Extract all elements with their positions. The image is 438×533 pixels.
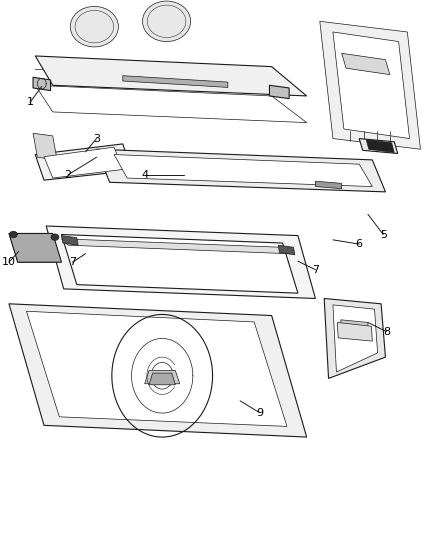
Polygon shape: [333, 305, 378, 372]
Ellipse shape: [70, 6, 118, 47]
Text: 10: 10: [2, 257, 16, 267]
Polygon shape: [269, 85, 289, 99]
Polygon shape: [324, 298, 385, 378]
Ellipse shape: [142, 1, 191, 42]
Polygon shape: [33, 133, 57, 160]
Text: 7: 7: [69, 257, 76, 267]
Polygon shape: [9, 233, 61, 262]
Polygon shape: [9, 304, 307, 437]
Polygon shape: [26, 311, 287, 426]
Polygon shape: [278, 245, 295, 255]
Polygon shape: [44, 147, 123, 178]
Polygon shape: [333, 32, 410, 139]
Polygon shape: [145, 370, 180, 384]
Polygon shape: [149, 373, 175, 385]
Polygon shape: [315, 181, 342, 189]
Text: 1: 1: [26, 98, 33, 107]
Polygon shape: [359, 139, 398, 154]
Polygon shape: [35, 85, 307, 123]
Text: 8: 8: [383, 327, 390, 336]
Polygon shape: [341, 320, 368, 333]
Polygon shape: [33, 77, 50, 91]
Text: 4: 4: [141, 170, 148, 180]
Text: 5: 5: [380, 230, 387, 239]
Text: 6: 6: [356, 239, 363, 249]
Polygon shape: [96, 149, 385, 192]
Polygon shape: [342, 53, 390, 75]
Polygon shape: [35, 144, 131, 180]
Polygon shape: [114, 155, 372, 187]
Polygon shape: [46, 226, 315, 298]
Text: 9: 9: [256, 408, 263, 417]
Polygon shape: [123, 76, 228, 87]
Text: 3: 3: [93, 134, 100, 143]
Text: 7: 7: [312, 265, 319, 274]
Polygon shape: [61, 235, 298, 293]
Polygon shape: [320, 21, 420, 149]
Polygon shape: [61, 236, 78, 245]
Polygon shape: [337, 322, 372, 341]
Polygon shape: [366, 140, 394, 152]
Ellipse shape: [51, 234, 59, 240]
Ellipse shape: [9, 231, 17, 238]
Polygon shape: [35, 56, 307, 96]
Text: 2: 2: [64, 170, 72, 180]
Polygon shape: [61, 239, 289, 254]
